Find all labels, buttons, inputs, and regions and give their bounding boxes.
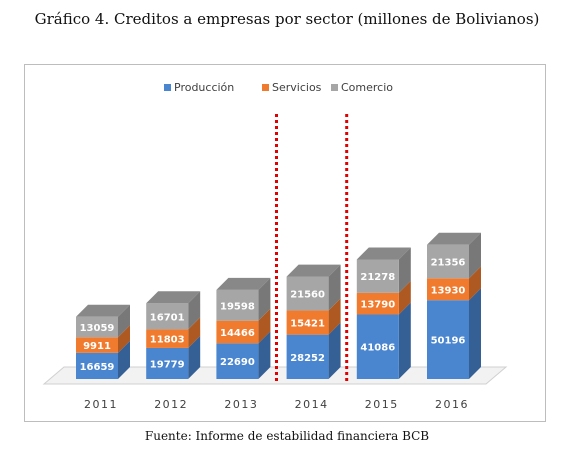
bar-2011-1 bbox=[76, 337, 118, 353]
x-tick-2011: 2011 bbox=[84, 398, 118, 411]
bar-top-2015 bbox=[356, 247, 411, 260]
data-label-2014-0: 28252 bbox=[290, 353, 325, 364]
bar-2013-2 bbox=[216, 289, 259, 321]
data-label-2014-2: 21560 bbox=[290, 290, 325, 301]
bar-top-2011 bbox=[76, 304, 130, 317]
data-label-2012-1: 11803 bbox=[150, 335, 185, 346]
data-label-2013-1: 14466 bbox=[220, 328, 255, 339]
data-label-2011-2: 13059 bbox=[80, 323, 115, 334]
data-label-2012-0: 19779 bbox=[150, 359, 185, 370]
legend-label-1: Servicios bbox=[272, 81, 322, 94]
page-title: Gráfico 4. Creditos a empresas por secto… bbox=[34, 10, 540, 28]
source-note: Fuente: Informe de estabilidad financier… bbox=[144, 429, 430, 443]
bar-2011-2 bbox=[76, 316, 118, 338]
bar-side-2014-1 bbox=[328, 298, 341, 335]
legend-swatch-0 bbox=[164, 84, 171, 91]
bar-2016-1 bbox=[427, 278, 469, 301]
data-label-2013-2: 19598 bbox=[220, 301, 255, 312]
bar-2016-0 bbox=[427, 300, 469, 379]
x-tick-2016: 2016 bbox=[435, 398, 469, 411]
bar-side-2012-2 bbox=[188, 291, 201, 330]
bar-2011-0 bbox=[76, 352, 118, 379]
bar-side-2015-1 bbox=[398, 280, 411, 315]
data-label-2015-1: 13790 bbox=[360, 300, 395, 311]
data-label-2011-1: 9911 bbox=[83, 341, 111, 352]
data-label-2016-1: 13930 bbox=[431, 285, 466, 296]
bar-side-2016-1 bbox=[469, 266, 481, 301]
x-tick-2014: 2014 bbox=[295, 398, 329, 411]
x-tick-2012: 2012 bbox=[154, 398, 188, 411]
bar-side-2016-2 bbox=[469, 232, 481, 279]
stacked-bar-chart: Producción Servicios Comercio 16659 9911 1305… bbox=[42, 81, 508, 411]
bar-side-2013-1 bbox=[258, 308, 271, 344]
data-label-2014-1: 15421 bbox=[290, 319, 325, 330]
bar-side-2011-1 bbox=[118, 325, 130, 353]
bar-side-2013-2 bbox=[258, 277, 271, 321]
bar-2015-1 bbox=[356, 292, 399, 315]
bar-2013-1 bbox=[216, 320, 259, 344]
data-label-2016-0: 50196 bbox=[431, 336, 466, 347]
bar-2012-2 bbox=[146, 303, 189, 330]
legend-label-0: Producción bbox=[174, 81, 234, 94]
bar-2013-0 bbox=[216, 343, 259, 379]
legend-swatch-1 bbox=[262, 84, 269, 91]
bar-top-2016 bbox=[427, 232, 481, 245]
bar-2016-2 bbox=[427, 244, 469, 279]
data-label-2012-2: 16701 bbox=[150, 312, 185, 323]
data-label-2011-0: 16659 bbox=[80, 362, 115, 373]
legend-label-2: Comercio bbox=[341, 81, 393, 94]
bar-side-2014-2 bbox=[328, 264, 341, 311]
bar-top-2013 bbox=[216, 277, 271, 290]
bar-side-2016-0 bbox=[469, 288, 481, 379]
bar-side-2012-0 bbox=[188, 335, 201, 379]
data-label-2015-2: 21278 bbox=[360, 272, 395, 283]
data-label-2013-0: 22690 bbox=[220, 357, 255, 368]
bar-2012-0 bbox=[146, 347, 189, 379]
bar-2012-1 bbox=[146, 329, 189, 348]
bar-2014-1 bbox=[286, 310, 329, 335]
x-tick-2013: 2013 bbox=[224, 398, 258, 411]
data-label-2016-2: 21356 bbox=[431, 258, 466, 269]
bar-side-2012-1 bbox=[188, 317, 201, 348]
bar-side-2011-2 bbox=[118, 304, 130, 338]
legend-swatch-2 bbox=[331, 84, 338, 91]
bar-2015-0 bbox=[356, 314, 399, 379]
data-label-2015-0: 41086 bbox=[360, 343, 395, 354]
bar-2014-0 bbox=[286, 334, 329, 379]
bar-side-2014-0 bbox=[328, 322, 341, 379]
bar-top-2014 bbox=[286, 264, 341, 277]
bar-top-2012 bbox=[146, 291, 201, 304]
bar-side-2015-2 bbox=[398, 247, 411, 293]
x-tick-2015: 2015 bbox=[365, 398, 399, 411]
bar-side-2011-0 bbox=[118, 340, 130, 379]
bar-side-2013-0 bbox=[258, 331, 271, 379]
bar-2014-2 bbox=[286, 276, 329, 311]
bar-2015-2 bbox=[356, 259, 399, 293]
bar-side-2015-0 bbox=[398, 302, 411, 379]
